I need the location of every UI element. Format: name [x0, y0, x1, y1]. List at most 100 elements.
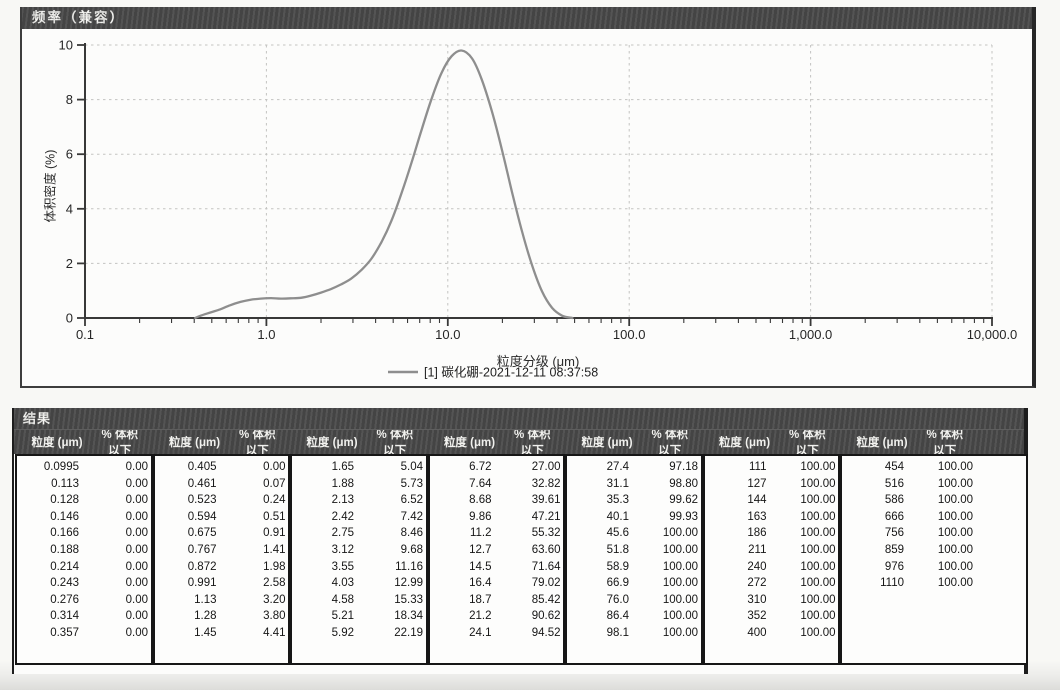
size-cell: 666 [884, 510, 904, 523]
size-cell: 1.88 [331, 477, 354, 490]
y-axis-title: 体积密度 (%) [43, 149, 58, 223]
table-row: 0.767 1.41 [155, 542, 289, 559]
size-cell: 240 [747, 560, 767, 573]
size-column-header: 粒度 (μm) [306, 437, 358, 449]
size-cell: 31.1 [606, 477, 629, 490]
pct-below-cell: 1.98 [263, 560, 286, 573]
pct-below-cell: 100.00 [800, 543, 836, 556]
pct-below-cell: 100.00 [800, 461, 836, 473]
size-cell: 756 [884, 527, 904, 540]
pct-below-cell: 0.24 [263, 494, 286, 507]
pct-below-cell: 97.18 [669, 461, 698, 473]
table-row: 586 100.00 [842, 492, 1026, 509]
pct-below-cell: 0.00 [125, 494, 148, 507]
pct-below-cell: 0.51 [263, 510, 286, 523]
table-row: 14.5 71.64 [430, 559, 564, 576]
pct-below-cell: 1.41 [263, 543, 286, 556]
size-cell: 0.461 [187, 477, 217, 490]
table-row: 0.461 0.07 [155, 476, 289, 493]
pct-below-column-header: % 体积 以下 [101, 430, 138, 454]
pct-below-cell: 0.00 [125, 477, 148, 490]
table-row: 24.1 94.52 [430, 625, 564, 642]
y-tick-label: 8 [66, 92, 73, 107]
size-cell: 0.214 [50, 560, 79, 573]
size-cell: 3.12 [331, 543, 354, 556]
x-axis-title: 粒度分级 (μm) [497, 354, 580, 369]
table-row: 144 100.00 [705, 492, 839, 509]
size-cell: 4.58 [331, 593, 354, 606]
table-row: 21.2 90.62 [430, 608, 564, 625]
x-tick-label: 0.1 [76, 327, 94, 342]
pct-below-cell: 0.00 [125, 461, 148, 473]
table-row: 127 100.00 [705, 476, 839, 493]
table-row: 516 100.00 [842, 476, 1026, 493]
size-cell: 111 [749, 461, 767, 473]
table-row: 5.92 22.19 [292, 625, 426, 642]
x-tick-label: 10,000.0 [967, 327, 1018, 342]
table-row: 0.675 0.91 [155, 525, 289, 542]
pct-below-cell: 100.00 [800, 510, 836, 523]
table-row: 1110 100.00 [842, 575, 1026, 592]
table-row: 0.276 0.00 [17, 592, 151, 609]
table-row: 2.75 8.46 [292, 525, 426, 542]
pct-below-cell: 0.07 [263, 477, 286, 490]
table-row: 1.65 5.04 [292, 459, 426, 476]
column-group-header: 粒度 (μm) % 体积 以下 [15, 430, 153, 454]
table-row: 3.12 9.68 [292, 542, 426, 559]
size-cell: 2.13 [331, 494, 354, 507]
size-cell: 400 [747, 626, 767, 639]
pct-below-cell: 3.20 [263, 593, 286, 606]
table-row: 27.4 97.18 [567, 459, 701, 476]
table-row: 310 100.00 [705, 592, 839, 609]
pct-below-cell: 85.42 [531, 593, 561, 606]
column-group-header: 粒度 (μm) % 体积 以下 [703, 430, 841, 454]
results-panel: 结果 粒度 (μm) % 体积 以下 粒度 (μm) % 体积 以下 粒度 (μm) % … [12, 408, 1028, 674]
table-row: 0.991 2.58 [155, 575, 289, 592]
size-column-header: 粒度 (μm) [443, 437, 496, 449]
table-row: 1.28 3.80 [155, 608, 289, 625]
size-cell: 45.6 [606, 527, 629, 540]
chart-legend: [1] 碳化硼-2021-12-11 08:37:58 [388, 366, 598, 380]
size-cell: 2.42 [331, 510, 354, 523]
size-column-header: 粒度 (μm) [31, 437, 83, 449]
pct-below-cell: 100.00 [662, 626, 698, 639]
y-tick-label: 6 [66, 147, 73, 162]
table-row: 58.9 100.00 [567, 559, 701, 576]
pct-below-cell: 0.00 [125, 560, 148, 573]
pct-below-cell: 100.00 [800, 477, 836, 490]
frequency-chart: 0 2 4 6 8 10 0.1 1.0 10.0 100.0 1,000.0 10,000.0 粒度… [59, 38, 1018, 380]
pct-below-cell: 5.73 [400, 477, 423, 490]
pct-below-cell: 55.32 [531, 527, 561, 540]
x-tick-label: 100.0 [613, 327, 646, 342]
size-cell: 454 [884, 461, 904, 473]
pct-below-cell: 90.62 [531, 610, 561, 623]
table-row: 163 100.00 [705, 509, 839, 526]
column-group-header: 粒度 (μm) % 体积 以下 [565, 430, 703, 454]
size-cell: 16.4 [469, 577, 492, 590]
y-tick-label: 0 [66, 311, 73, 326]
table-row: 0.405 0.00 [155, 459, 289, 476]
table-row: 4.03 12.99 [292, 575, 426, 592]
size-cell: 1.45 [194, 626, 217, 639]
pct-below-cell: 100.00 [937, 543, 973, 556]
table-row: 666 100.00 [842, 509, 1026, 526]
table-row: 211 100.00 [705, 542, 839, 559]
pct-below-cell: 94.52 [531, 626, 561, 639]
size-cell: 1.13 [194, 593, 217, 606]
pct-below-cell: 100.00 [800, 626, 836, 639]
y-tick-label: 2 [66, 256, 73, 271]
pct-below-cell: 39.61 [531, 494, 561, 507]
results-title: 结果 [23, 411, 52, 426]
frequency-curve [194, 49, 574, 320]
table-row: 0.146 0.00 [17, 509, 151, 526]
pct-below-cell: 47.21 [531, 510, 561, 523]
pct-below-cell: 100.00 [800, 577, 836, 590]
pct-below-cell: 100.00 [800, 527, 836, 540]
size-cell: 0.991 [187, 577, 217, 590]
pct-below-cell: 100.00 [662, 560, 698, 573]
size-cell: 0.0995 [43, 461, 79, 473]
size-cell: 0.314 [50, 610, 79, 623]
table-row: 98.1 100.00 [567, 625, 701, 642]
size-cell: 9.86 [469, 510, 492, 523]
size-cell: 186 [747, 527, 767, 540]
